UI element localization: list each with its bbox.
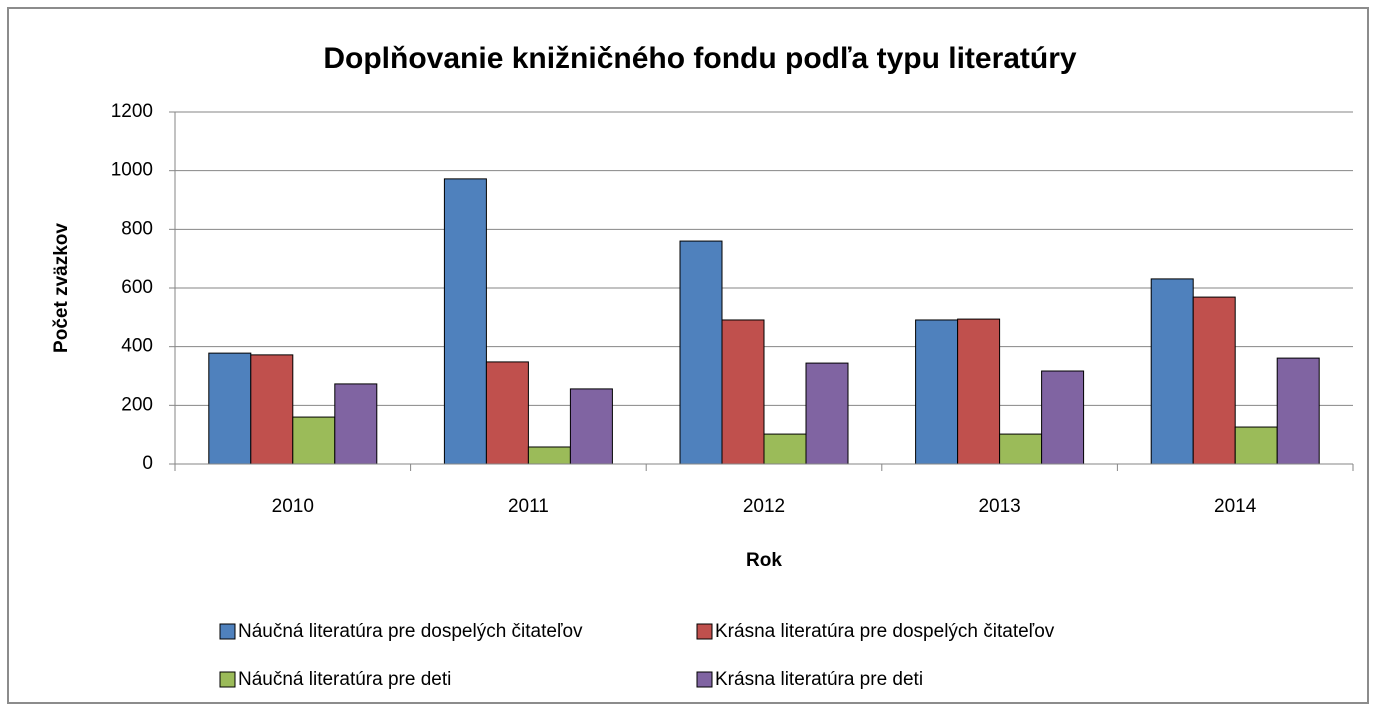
- legend-label: Krásna literatúra pre deti: [715, 669, 923, 690]
- bar: [1041, 370, 1085, 465]
- x-axis-title: Rok: [746, 550, 782, 571]
- legend-label: Krásna literatúra pre dospelých čitateľo…: [715, 621, 1055, 642]
- bar: [292, 416, 336, 465]
- legend-swatch: [219, 671, 236, 688]
- legend-label: Náučná literatúra pre deti: [238, 669, 451, 690]
- bar: [721, 319, 765, 465]
- bar: [957, 318, 1001, 465]
- legend-swatch: [696, 671, 713, 688]
- bar: [679, 240, 723, 465]
- bar: [763, 433, 807, 465]
- y-tick-label: 400: [121, 336, 153, 357]
- chart-title: Doplňovanie knižničného fondu podľa typu…: [323, 42, 1077, 75]
- bar: [569, 388, 613, 465]
- legend-swatch: [219, 623, 236, 640]
- x-tick-label: 2013: [978, 496, 1020, 517]
- y-tick-label: 200: [121, 394, 153, 415]
- bar: [805, 362, 849, 465]
- legend-label: Náučná literatúra pre dospelých čitateľo…: [238, 621, 583, 642]
- bar: [443, 178, 487, 465]
- y-tick-label: 600: [121, 277, 153, 298]
- x-tick-label: 2014: [1214, 496, 1257, 517]
- bar: [334, 383, 378, 465]
- bar: [1192, 296, 1236, 465]
- bar: [250, 354, 294, 465]
- x-tick-label: 2011: [508, 496, 549, 517]
- legend-swatch: [696, 623, 713, 640]
- x-tick-label: 2010: [272, 496, 314, 517]
- bar: [527, 446, 571, 465]
- y-tick-label: 800: [121, 218, 153, 239]
- bar: [915, 319, 959, 465]
- bar: [1150, 278, 1194, 465]
- bar: [1276, 357, 1320, 465]
- bar: [208, 352, 252, 465]
- y-tick-label: 1000: [111, 160, 153, 181]
- bar: [485, 361, 529, 465]
- bar: [999, 433, 1043, 465]
- x-tick-label: 2012: [743, 496, 785, 517]
- y-axis-title: Počet zväzkov: [51, 223, 72, 353]
- y-tick-label: 1200: [111, 101, 153, 122]
- bar: [1234, 426, 1278, 465]
- y-tick-label: 0: [142, 453, 153, 474]
